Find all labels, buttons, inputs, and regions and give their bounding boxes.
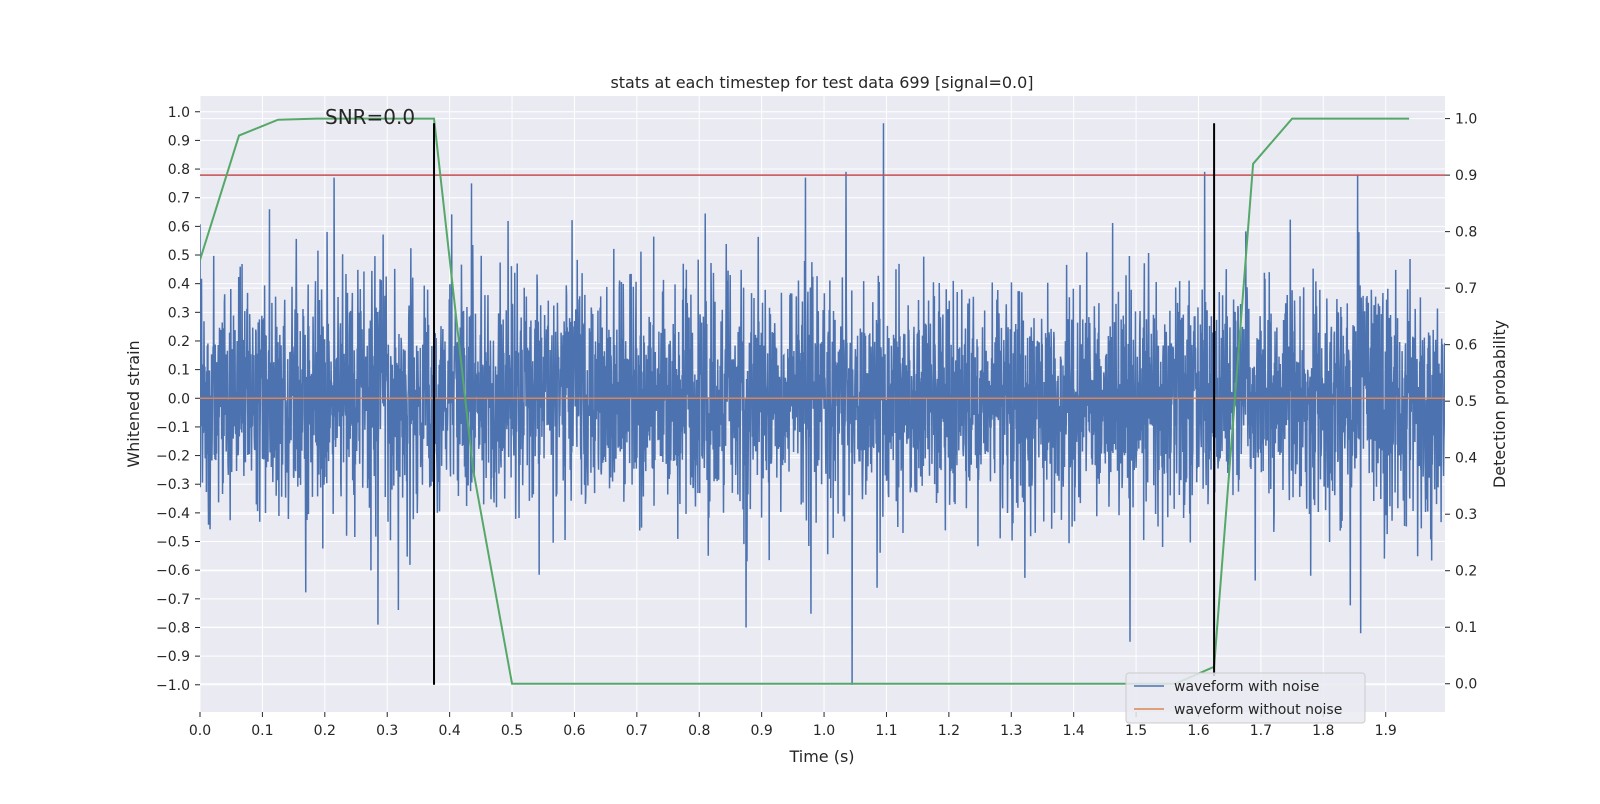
y-right-tick-label: 0.6: [1455, 338, 1477, 354]
x-tick-label: 1.8: [1312, 723, 1334, 739]
x-tick-label: 1.5: [1125, 723, 1147, 739]
y-right-tick-label: 1.0: [1455, 112, 1477, 128]
y-right-tick-label: 0.2: [1455, 564, 1477, 580]
x-tick-label: 0.5: [501, 723, 523, 739]
y-left-tick-label: 0.3: [168, 305, 190, 321]
x-tick-label: 1.3: [1000, 723, 1022, 739]
y-right-tick-label: 0.0: [1455, 677, 1477, 693]
legend-label-noise: waveform with noise: [1174, 679, 1319, 695]
y-left-tick-label: 0.9: [168, 133, 190, 149]
y-right-axis-title: Detection probability: [1490, 320, 1509, 488]
x-axis-title: Time (s): [788, 747, 854, 766]
y-left-tick-label: −0.3: [156, 477, 190, 493]
y-left-tick-label: 0.0: [168, 391, 190, 407]
y-left-axis-ticks: −1.0 −0.9 −0.8 −0.7 −0.6 −0.5 −0.4 −0.3 −0.2 −0.1…: [156, 105, 200, 694]
y-left-tick-label: 1.0: [168, 105, 190, 121]
x-tick-label: 1.7: [1250, 723, 1272, 739]
y-right-tick-label: 0.1: [1455, 620, 1477, 636]
y-right-tick-label: 0.5: [1455, 394, 1477, 410]
x-tick-label: 1.6: [1187, 723, 1209, 739]
y-left-tick-label: 0.6: [168, 219, 190, 235]
x-tick-label: 1.1: [875, 723, 897, 739]
y-right-tick-label: 0.4: [1455, 451, 1477, 467]
x-tick-label: 0.7: [626, 723, 648, 739]
x-tick-label: 0.4: [438, 723, 460, 739]
x-tick-label: 0.1: [251, 723, 273, 739]
y-left-tick-label: 0.8: [168, 162, 190, 178]
y-left-tick-label: −0.9: [156, 649, 190, 665]
x-tick-label: 0.3: [376, 723, 398, 739]
y-left-tick-label: −0.8: [156, 620, 190, 636]
y-right-axis-ticks: 0.0 0.1 0.2 0.3 0.4 0.5 0.6 0.7 0.8 0.9 1.0: [1445, 112, 1477, 693]
x-tick-label: 0.0: [189, 723, 211, 739]
y-right-tick-label: 0.7: [1455, 281, 1477, 297]
y-right-tick-label: 0.3: [1455, 507, 1477, 523]
y-left-tick-label: −0.7: [156, 592, 190, 608]
x-tick-label: 1.9: [1375, 723, 1397, 739]
y-right-tick-label: 0.9: [1455, 168, 1477, 184]
x-axis-ticks: 0.0 0.1 0.2 0.3 0.4 0.5 0.6 0.7 0.8 0.9 1.0 1.1 1.2 1…: [189, 712, 1397, 739]
y-left-tick-label: −0.6: [156, 563, 190, 579]
y-left-tick-label: −1.0: [156, 678, 190, 694]
x-tick-label: 0.8: [688, 723, 710, 739]
y-left-tick-label: −0.4: [156, 506, 190, 522]
x-tick-label: 0.6: [563, 723, 585, 739]
y-left-tick-label: −0.2: [156, 449, 190, 465]
legend-label-clean: waveform without noise: [1174, 702, 1342, 718]
y-right-tick-label: 0.8: [1455, 225, 1477, 241]
chart-title: stats at each timestep for test data 699…: [610, 73, 1033, 92]
y-left-axis-title: Whitened strain: [124, 340, 143, 467]
y-left-tick-label: −0.5: [156, 535, 190, 551]
x-tick-label: 1.2: [938, 723, 960, 739]
y-left-tick-label: 0.4: [168, 277, 190, 293]
y-left-tick-label: 0.7: [168, 191, 190, 207]
x-tick-label: 1.4: [1063, 723, 1085, 739]
y-left-tick-label: 0.1: [168, 363, 190, 379]
x-tick-label: 0.2: [314, 723, 336, 739]
y-left-tick-label: −0.1: [156, 420, 190, 436]
x-tick-label: 0.9: [751, 723, 773, 739]
legend: waveform with noise waveform without noi…: [1125, 672, 1366, 724]
snr-annotation: SNR=0.0: [325, 105, 415, 129]
x-tick-label: 1.0: [813, 723, 835, 739]
legend-box: [1125, 672, 1366, 724]
y-left-tick-label: 0.2: [168, 334, 190, 350]
y-left-tick-label: 0.5: [168, 248, 190, 264]
series-detection-probability: [200, 117, 1410, 685]
plot-content: [200, 117, 1445, 685]
